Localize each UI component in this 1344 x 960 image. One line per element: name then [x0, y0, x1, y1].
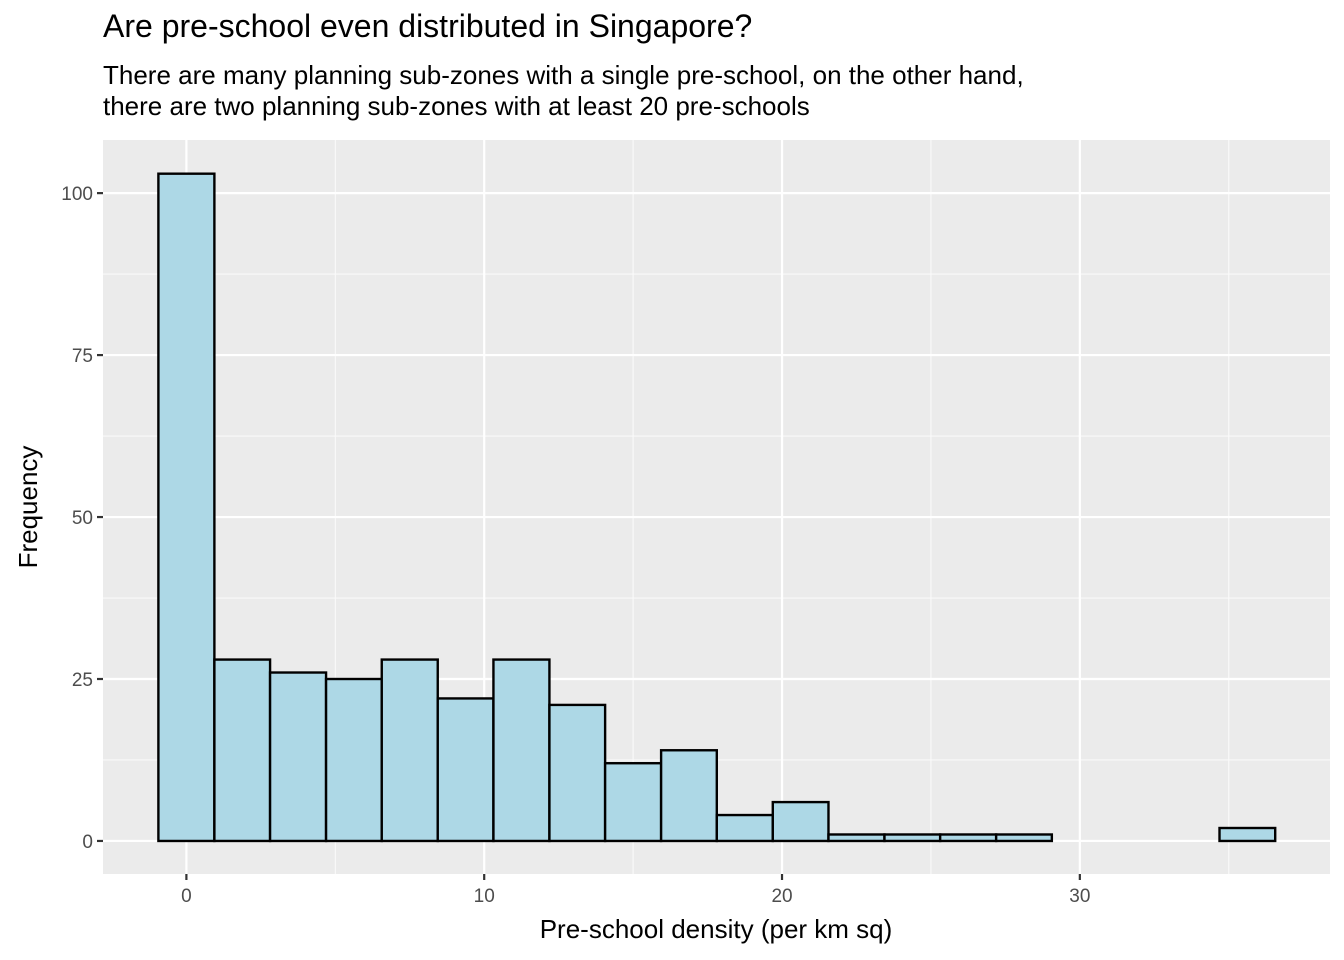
- histogram-bar: [1218, 826, 1277, 843]
- histogram-bar: [715, 813, 774, 843]
- x-axis-title: Pre-school density (per km sq): [540, 914, 893, 944]
- histogram-bar: [548, 703, 607, 843]
- y-tick-label: 50: [72, 508, 93, 529]
- x-tick-label: 30: [1069, 886, 1090, 907]
- histogram-bar: [883, 833, 942, 843]
- histogram-bars: [157, 172, 1277, 843]
- x-tick-label: 10: [474, 886, 495, 907]
- chart-title: Are pre-school even distributed in Singa…: [103, 8, 753, 44]
- histogram-bar: [157, 172, 216, 843]
- y-tick-label: 100: [61, 184, 93, 205]
- y-axis-title: Frequency: [13, 446, 43, 569]
- histogram-bar: [603, 762, 663, 843]
- histogram-bar: [492, 658, 551, 843]
- chart-subtitle-line-2: there are two planning sub-zones with at…: [103, 91, 810, 121]
- histogram-bar: [380, 658, 439, 843]
- histogram-bar: [268, 671, 328, 843]
- histogram-bar: [659, 749, 718, 843]
- histogram-bar: [213, 658, 272, 843]
- chart-subtitle: There are many planning sub-zones with a…: [103, 60, 1024, 122]
- x-axis: 0 10 20 30: [181, 874, 1090, 907]
- histogram-bar: [436, 697, 495, 843]
- x-tick-label: 20: [771, 886, 792, 907]
- chart-subtitle-line-1: There are many planning sub-zones with a…: [103, 60, 1024, 90]
- histogram-bar: [994, 833, 1054, 843]
- x-tick-label: 0: [181, 886, 192, 907]
- histogram-bar: [771, 800, 830, 843]
- y-tick-label: 25: [72, 670, 93, 691]
- histogram-bar: [827, 833, 886, 843]
- y-axis: 0 25 50 75 100: [61, 184, 103, 853]
- y-tick-label: 75: [72, 346, 93, 367]
- histogram-bar: [938, 833, 998, 843]
- histogram-bar: [324, 677, 383, 843]
- y-tick-label: 0: [82, 832, 93, 853]
